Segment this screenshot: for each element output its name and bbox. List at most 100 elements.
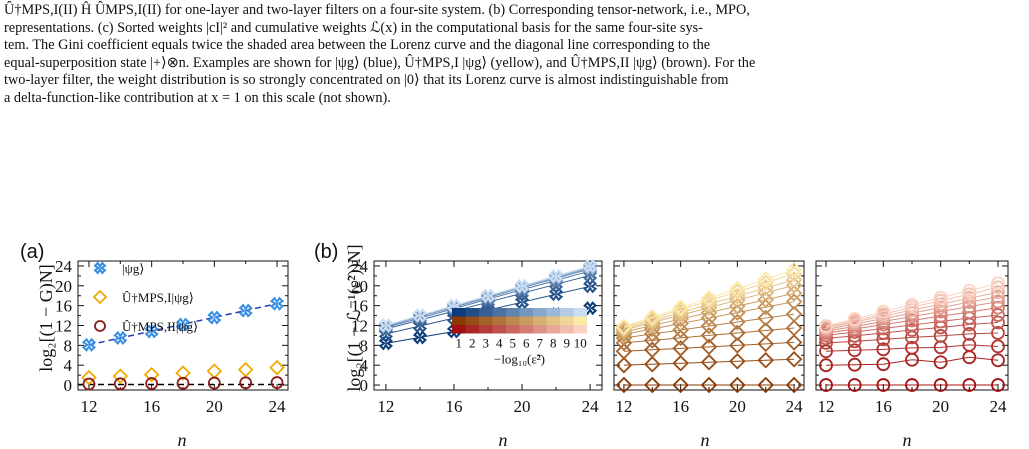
diamond-marker	[757, 271, 774, 288]
circle-marker	[207, 376, 221, 390]
diamond-marker	[644, 332, 661, 349]
colorbar-cell	[479, 308, 493, 317]
colorbar-cell	[533, 308, 547, 317]
diamond-marker	[785, 305, 803, 323]
diamond-marker	[672, 321, 689, 339]
panel-b3-axes: 12 16 20 24	[815, 260, 1009, 416]
colorbar-cell	[506, 316, 520, 325]
diamond-marker	[785, 319, 803, 337]
circle-marker	[82, 377, 96, 391]
panel-a-xlabel: n	[178, 430, 187, 449]
y-tick-label: 20	[55, 277, 72, 296]
circle-marker	[991, 300, 1005, 315]
colorbar-tick-label: 7	[537, 336, 544, 351]
panel-b2-series	[615, 261, 803, 394]
diamond-marker	[785, 334, 803, 351]
circle-marker	[113, 377, 127, 391]
x-tick-label: 16	[672, 397, 689, 416]
y-tick-label: 0	[64, 376, 73, 395]
circle-marker	[933, 300, 948, 315]
diamond-marker	[672, 301, 689, 318]
x-tick-label: 24	[269, 397, 287, 416]
x-tick-label: 20	[514, 397, 531, 416]
circle-marker	[819, 378, 833, 392]
series-line	[623, 341, 795, 352]
colorbar-cell	[492, 325, 506, 334]
diamond-marker	[757, 309, 774, 327]
series-line	[826, 356, 999, 366]
circle-marker	[991, 276, 1005, 291]
diamond-marker	[729, 280, 746, 298]
y-tick-label: 12	[55, 317, 72, 336]
circle-marker	[905, 323, 919, 337]
panel-b2-axes: 12 16 20 24	[613, 260, 805, 416]
circle-marker	[991, 339, 1005, 354]
caption-line: equal-superposition state |+⟩⊗n. Example…	[4, 54, 756, 71]
colorbar-cell	[560, 325, 574, 334]
colorbar-tick-label: 1	[456, 336, 463, 351]
figure-caption: Û†MPS,I(II) Ĥ ÛMPS,I(II) for one-layer a…	[4, 2, 1024, 108]
x-tick-label: 24	[786, 397, 804, 416]
colorbar-tick-label: 5	[510, 336, 517, 351]
colorbar-cell	[479, 325, 493, 334]
diamond-marker	[112, 368, 129, 384]
diamond-marker	[729, 304, 746, 321]
diamond-marker	[785, 271, 803, 289]
circle-marker	[905, 340, 919, 355]
circle-marker	[933, 378, 948, 392]
y-tick-label: 0	[360, 376, 369, 395]
x-marker	[583, 279, 598, 294]
series-line	[825, 282, 999, 327]
diamond-marker	[143, 366, 160, 383]
circle-marker	[94, 320, 106, 332]
colorbar-cell	[546, 308, 560, 317]
circle-marker	[876, 304, 891, 319]
series-line	[623, 269, 795, 327]
diamond-marker	[729, 324, 746, 342]
panel-b1-xlabel: n	[499, 430, 508, 449]
circle-marker	[905, 313, 919, 328]
colorbar-cell	[560, 308, 574, 317]
series-line	[385, 265, 591, 326]
diamond-marker	[672, 299, 689, 316]
circle-marker	[962, 283, 977, 298]
panel-a-ylabel: log₂[(1 − G)N]	[36, 264, 57, 371]
circle-marker	[270, 376, 284, 389]
diamond-marker	[729, 352, 746, 370]
diamond-marker	[615, 376, 633, 394]
colorbar-cell	[492, 308, 506, 317]
circle-marker	[962, 378, 977, 392]
diamond-marker	[729, 337, 746, 354]
x-marker	[238, 303, 253, 318]
circle-marker	[962, 291, 977, 306]
colorbar-cell	[479, 316, 493, 325]
colorbar-tick-label: 9	[564, 336, 571, 351]
diamond-marker	[785, 293, 803, 310]
circle-marker	[962, 337, 977, 352]
diamond-marker	[269, 359, 285, 376]
circle-marker	[991, 378, 1005, 392]
y-tick-label: 24	[55, 257, 73, 276]
circle-marker	[933, 290, 948, 305]
circle-marker	[991, 353, 1005, 368]
circle-marker	[991, 280, 1005, 295]
diamond-marker	[700, 327, 718, 344]
circle-marker	[145, 377, 159, 390]
circle-marker	[847, 312, 862, 326]
colorbar-cell	[452, 308, 466, 317]
colorbar-cell	[573, 325, 587, 334]
diamond-marker	[757, 335, 774, 353]
circle-marker	[905, 297, 919, 312]
x-marker	[207, 310, 222, 325]
caption-line: Û†MPS,I(II) Ĥ ÛMPS,I(II) for one-layer a…	[4, 2, 750, 18]
x-marker	[480, 288, 496, 303]
diamond-marker	[81, 369, 97, 386]
diamond-marker	[644, 308, 661, 326]
x-marker	[93, 261, 107, 275]
x-marker	[269, 296, 285, 311]
diamond-marker	[672, 340, 689, 357]
x-tick-label: 12	[818, 397, 835, 416]
caption-line: tem. The Gini coefficient equals twice t…	[4, 37, 711, 54]
colorbar-cell	[519, 316, 533, 325]
